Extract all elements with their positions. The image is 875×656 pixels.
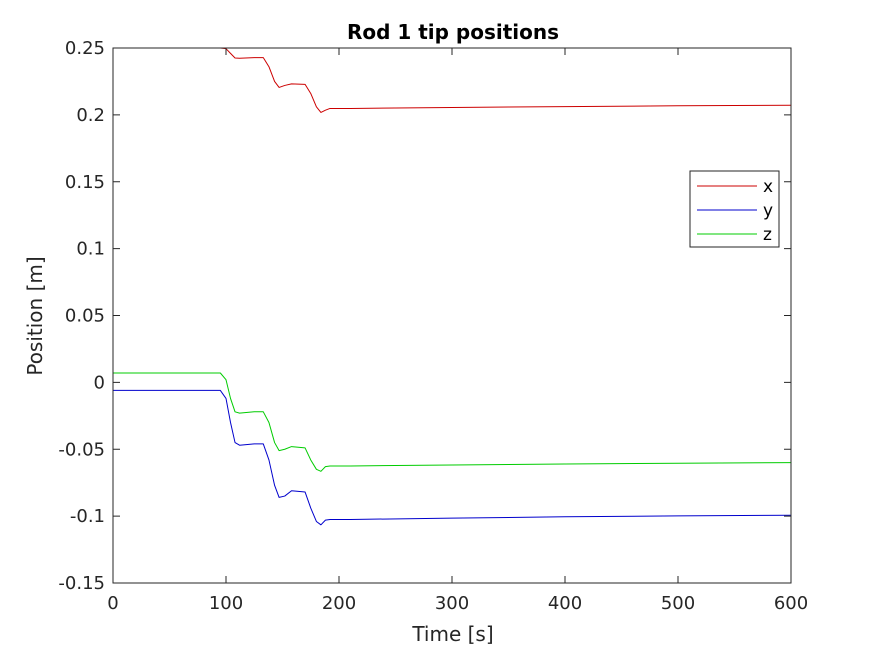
series-line-z xyxy=(113,372,792,472)
y-tick-label: -0.1 xyxy=(70,506,105,527)
legend-label-y: y xyxy=(763,201,773,221)
series-line-x xyxy=(113,47,792,113)
x-tick-label: 100 xyxy=(209,593,243,614)
y-tick-label: 0.2 xyxy=(76,105,105,126)
x-tick-label: 300 xyxy=(435,593,469,614)
y-tick-label: 0.25 xyxy=(65,38,105,59)
y-axis-label: Position [m] xyxy=(23,256,47,375)
plot-background xyxy=(113,48,791,583)
y-axis: -0.15 -0.1 -0.05 0 0.05 0.1 0.15 0.2 0.25 xyxy=(58,38,791,594)
y-tick-label: -0.05 xyxy=(58,439,105,460)
x-axis-label: Time [s] xyxy=(411,622,493,646)
series-layer xyxy=(113,47,792,526)
x-tick-label: 200 xyxy=(322,593,356,614)
y-tick-label: 0.15 xyxy=(65,172,105,193)
y-tick-label: -0.15 xyxy=(58,573,105,594)
series-line-y xyxy=(113,389,792,526)
legend-entries: xyz xyxy=(697,177,773,245)
plot-area: 0 100 200 300 400 500 600 -0.15-0.1-0.0500.050… xyxy=(58,38,808,614)
chart-title: Rod 1 tip positions xyxy=(347,20,559,44)
y-tick-label: 0.05 xyxy=(65,306,105,327)
x-tick-label: 600 xyxy=(774,593,808,614)
y-tick-label: 0.1 xyxy=(76,239,105,260)
x-axis: 0 100 200 300 400 500 600 xyxy=(107,48,808,614)
legend: xyz xyxy=(689,170,780,248)
y-tick-label: 0 xyxy=(94,372,105,393)
legend-label-z: z xyxy=(763,225,772,245)
legend-label-x: x xyxy=(763,177,773,197)
x-tick-label: 500 xyxy=(661,593,695,614)
x-tick-label: 0 xyxy=(107,593,118,614)
x-tick-label: 400 xyxy=(548,593,582,614)
